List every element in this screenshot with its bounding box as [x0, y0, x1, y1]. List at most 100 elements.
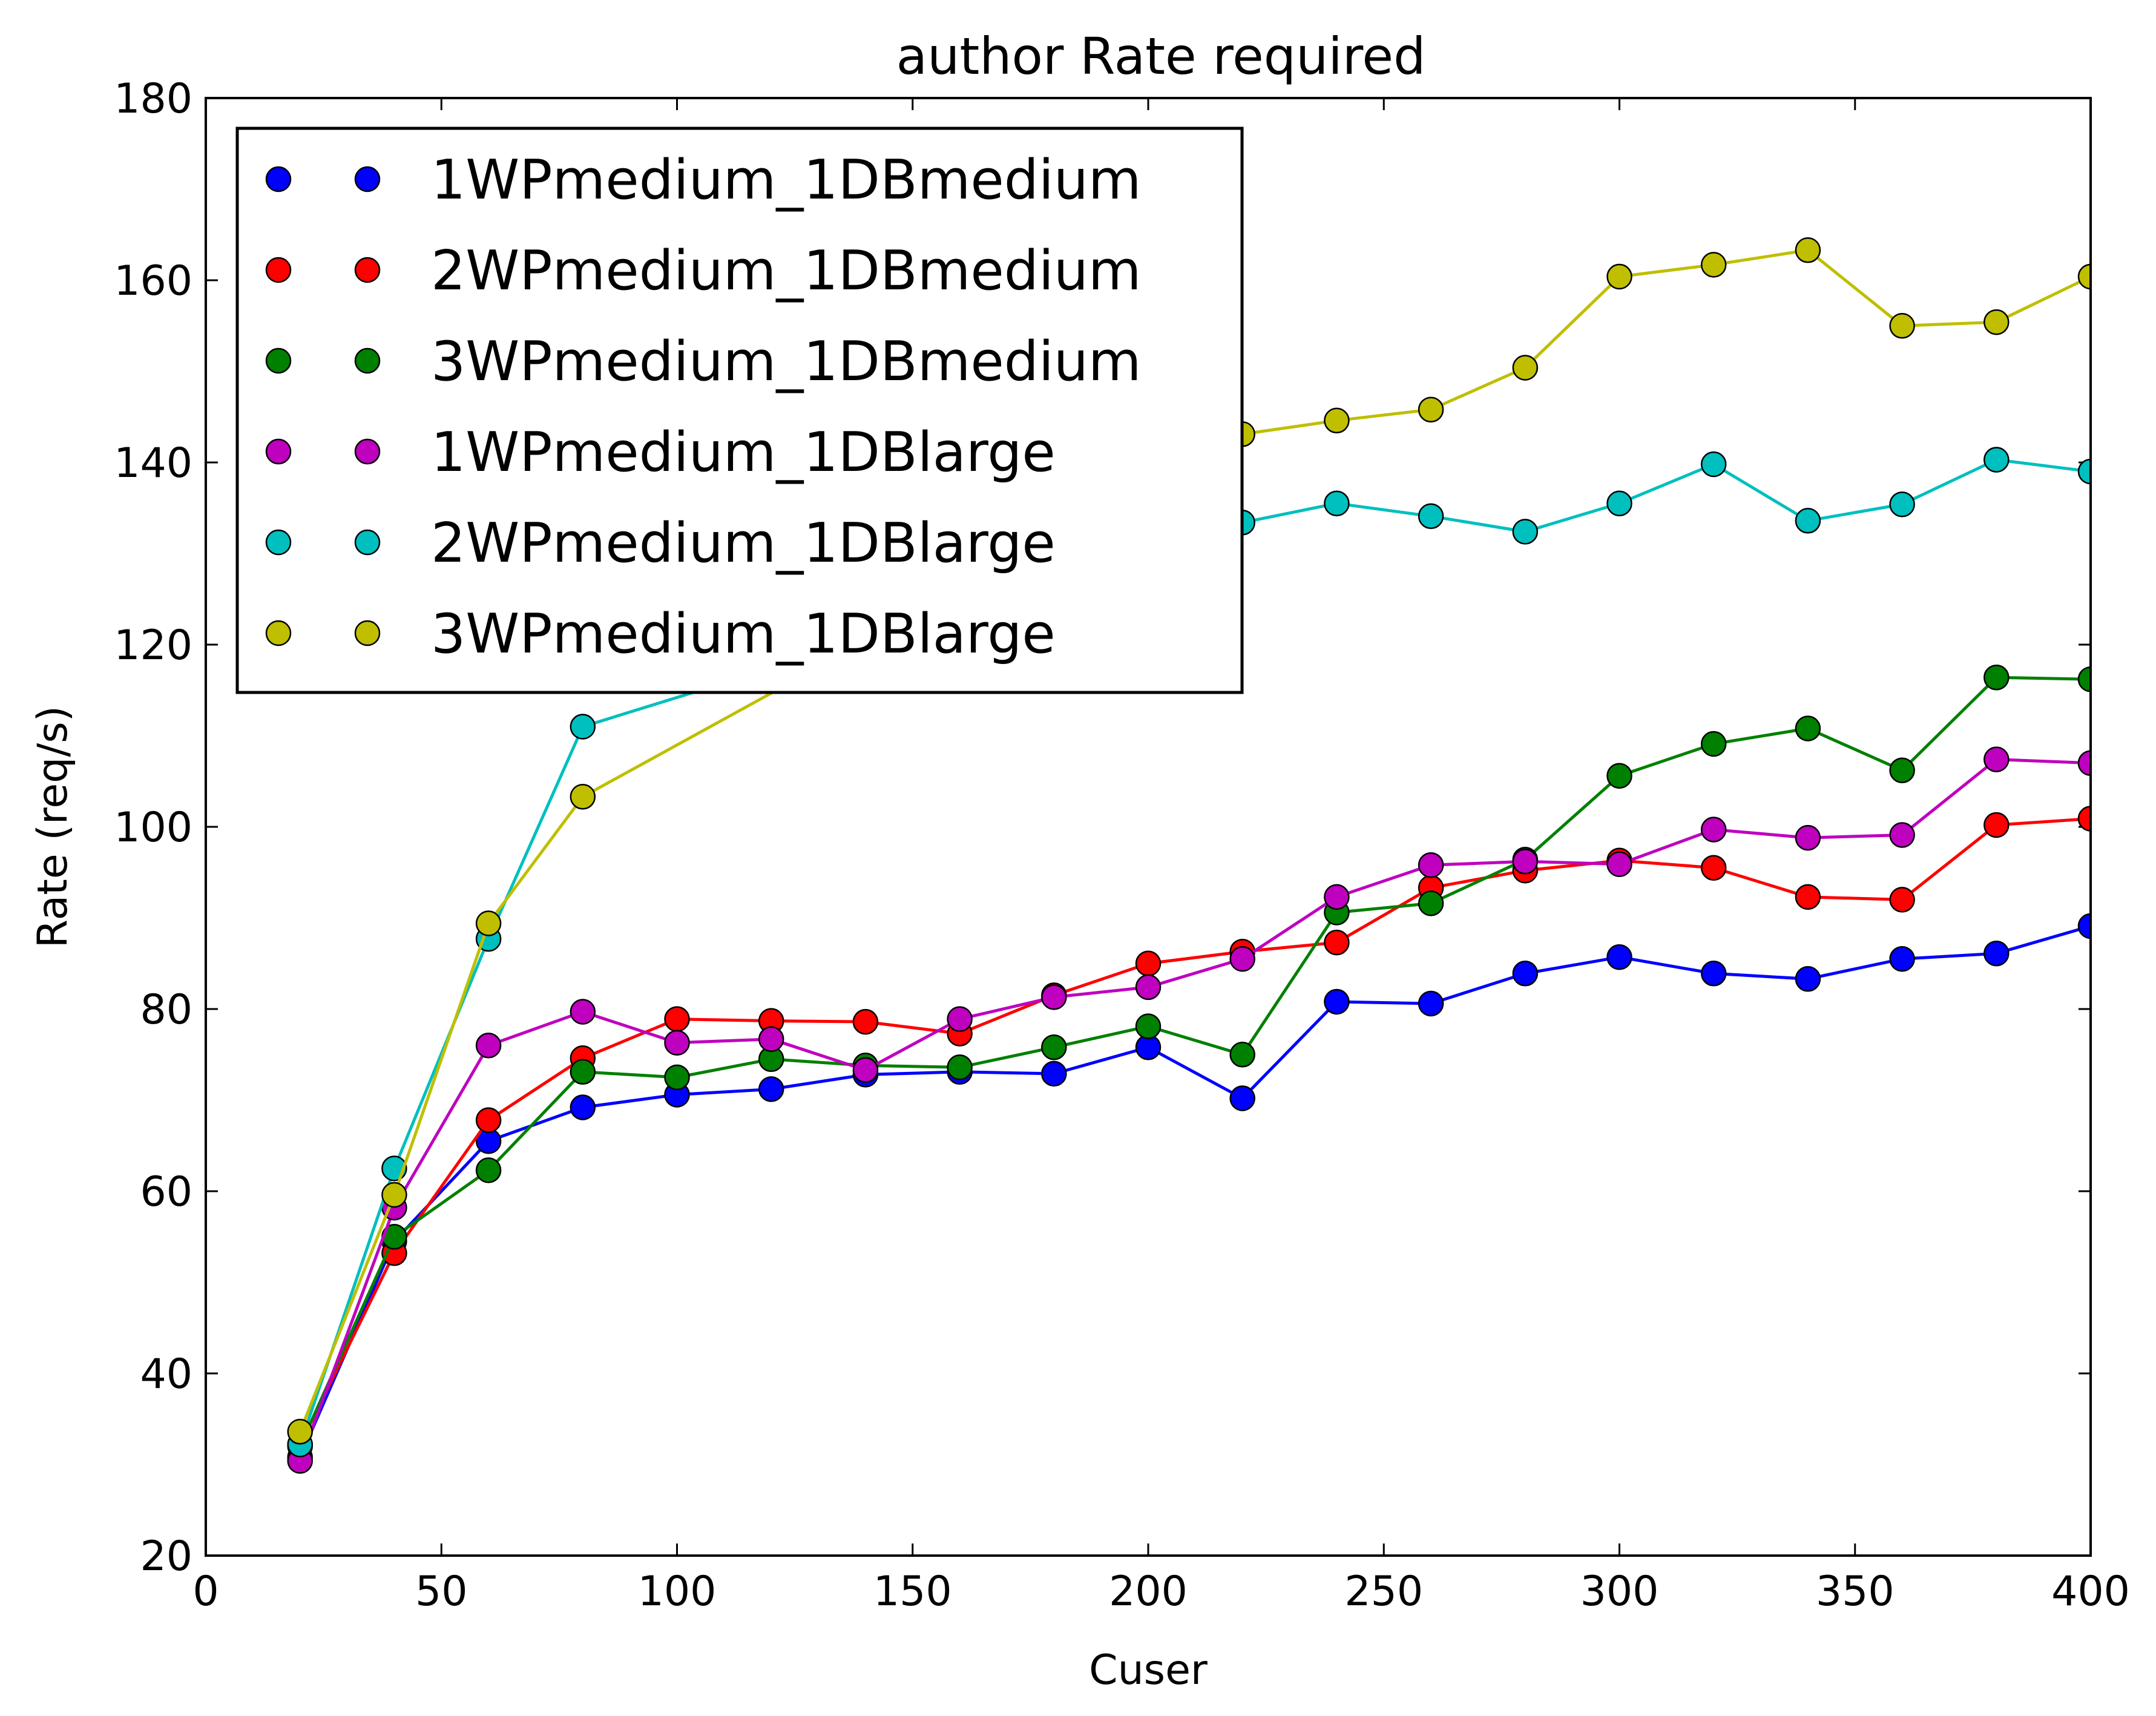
legend: 1WPmedium_1DBmedium 2WPmedium_1DBmedium 3W… — [235, 127, 1244, 694]
y-tick-label: 100 — [114, 804, 192, 852]
series-3WPmedium_1DBlarge — [287, 237, 2091, 1445]
data-point — [1889, 887, 1915, 913]
data-point — [1700, 731, 1727, 757]
y-tick-label: 120 — [114, 622, 192, 669]
y-tick-label: 160 — [114, 257, 192, 305]
data-point — [1795, 824, 1821, 851]
legend-marker — [265, 438, 292, 465]
legend-marker — [354, 257, 381, 283]
data-point — [1983, 746, 2010, 772]
x-tick-label: 200 — [1109, 1568, 1188, 1616]
data-point — [1324, 929, 1350, 956]
data-point — [570, 1059, 596, 1085]
data-point — [664, 1064, 690, 1091]
data-point — [570, 999, 596, 1025]
data-point — [1135, 1013, 1162, 1039]
x-tick-label: 350 — [1816, 1568, 1895, 1616]
x-axis-title: Cuser — [1089, 1646, 1208, 1694]
legend-marker — [265, 529, 292, 556]
data-point — [1135, 974, 1162, 1001]
data-point — [1889, 313, 1915, 339]
data-point — [1700, 451, 1727, 478]
data-point — [1418, 852, 1444, 878]
series-line — [298, 758, 2091, 1462]
data-point — [1324, 988, 1350, 1015]
data-point — [2077, 458, 2091, 485]
legend-item: 2WPmedium_1DBmedium — [265, 239, 1142, 303]
legend-frame — [235, 127, 1244, 694]
data-point — [381, 1182, 407, 1208]
legend-item: 1WPmedium_1DBlarge — [265, 421, 1056, 484]
data-point — [1135, 950, 1162, 977]
data-point — [1795, 884, 1821, 910]
data-point — [947, 1006, 973, 1032]
legend-marker — [354, 166, 381, 192]
data-point — [1041, 984, 1067, 1010]
y-tick-label: 40 — [140, 1350, 192, 1398]
y-tick-label: 60 — [140, 1168, 192, 1216]
y-tick-label: 140 — [114, 439, 192, 487]
data-point — [1512, 355, 1539, 381]
data-point — [1795, 508, 1821, 534]
legend-label: 3WPmedium_1DBmedium — [431, 330, 1142, 393]
data-point — [2077, 806, 2091, 832]
data-point — [287, 1419, 313, 1445]
data-point — [1795, 715, 1821, 741]
data-point — [1700, 961, 1727, 987]
plot-frame — [205, 97, 2092, 1557]
data-point — [1700, 252, 1727, 278]
chart-title: author Rate required — [896, 27, 1426, 86]
legend-label: 2WPmedium_1DBlarge — [431, 511, 1056, 575]
data-point — [1983, 447, 2010, 473]
data-point — [1512, 519, 1539, 545]
data-point — [852, 1008, 879, 1035]
data-point — [1889, 822, 1915, 848]
data-point — [1229, 1085, 1255, 1111]
data-point — [1418, 396, 1444, 422]
data-point — [1606, 851, 1632, 877]
legend-item: 3WPmedium_1DBlarge — [265, 602, 1056, 666]
series-3WPmedium_1DBmedium — [287, 664, 2091, 1459]
legend-label: 3WPmedium_1DBlarge — [431, 602, 1056, 666]
data-point — [1606, 490, 1632, 516]
data-point — [1041, 1060, 1067, 1087]
legend-item: 1WPmedium_1DBmedium — [265, 148, 1142, 212]
x-tick-label: 150 — [873, 1568, 952, 1616]
y-tick-label: 20 — [140, 1533, 192, 1580]
data-point — [1324, 490, 1350, 516]
x-tick-label: 300 — [1580, 1568, 1659, 1616]
data-point — [1229, 1042, 1255, 1068]
data-point — [1418, 890, 1444, 916]
series-line — [298, 924, 2091, 1458]
data-point — [1512, 961, 1539, 987]
legend-item: 2WPmedium_1DBlarge — [265, 511, 1056, 575]
data-point — [1889, 945, 1915, 972]
y-tick-label: 80 — [140, 986, 192, 1034]
data-point — [852, 1057, 879, 1083]
data-point — [2077, 263, 2091, 290]
legend-label: 2WPmedium_1DBmedium — [431, 239, 1142, 303]
data-point — [758, 1026, 784, 1052]
series-line — [298, 248, 2091, 1433]
legend-marker — [354, 347, 381, 374]
data-point — [1041, 1034, 1067, 1060]
data-point — [1324, 884, 1350, 910]
data-point — [475, 1032, 502, 1059]
x-tick-label: 400 — [2051, 1568, 2130, 1616]
data-point — [475, 910, 502, 936]
data-series — [287, 237, 2091, 1474]
legend-marker — [265, 347, 292, 374]
x-tick-label: 250 — [1344, 1568, 1423, 1616]
data-point — [2077, 750, 2091, 776]
data-point — [570, 714, 596, 740]
data-point — [570, 784, 596, 810]
legend-marker — [354, 620, 381, 646]
series-line — [298, 817, 2091, 1445]
data-point — [2077, 666, 2091, 692]
data-point — [1606, 263, 1632, 290]
data-point — [1606, 944, 1632, 970]
data-point — [570, 1094, 596, 1120]
legend-marker — [265, 257, 292, 283]
data-point — [2077, 913, 2091, 939]
